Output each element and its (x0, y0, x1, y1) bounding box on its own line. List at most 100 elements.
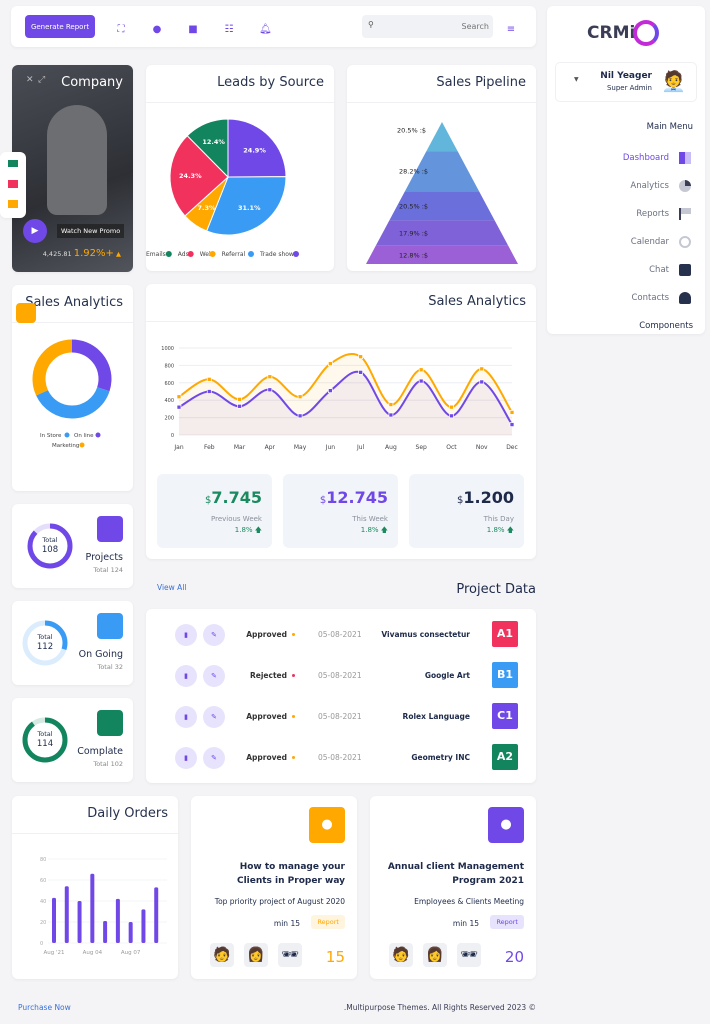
table-row: ▮ ✎ Approved 05-08-2021 Rolex Language C… (146, 703, 536, 743)
bell-icon[interactable]: 🔔︎ (259, 24, 272, 35)
arrow-up-icon: 🡅 (380, 526, 388, 534)
y-tick-label: 200 (164, 416, 174, 422)
project-card-sub: Total 124 (93, 566, 123, 574)
search-box[interactable]: ⚲ (362, 15, 493, 38)
note-icon[interactable]: ■ (188, 24, 198, 35)
sidebar-item-reports[interactable]: Reports (636, 208, 691, 220)
edit-icon[interactable]: ✎ (203, 665, 225, 687)
avatar: 🕶 (278, 943, 302, 967)
x-tick-label: Jul (356, 444, 365, 451)
y-tick-label: 0 (40, 941, 43, 947)
expand-icon[interactable]: ⤢ (38, 75, 46, 85)
report-tag[interactable]: Report (490, 915, 524, 929)
chevron-down-icon[interactable]: ▼ (574, 76, 579, 83)
y-tick-label: 1000 (161, 346, 174, 352)
chart-icon-button[interactable] (16, 303, 36, 323)
y-tick-label: 0 (171, 433, 174, 439)
bar (154, 887, 159, 943)
edit-icon[interactable]: ✎ (203, 706, 225, 728)
project-name: Rolex Language (402, 712, 470, 721)
logo[interactable]: CRMi (587, 20, 660, 46)
view-all-link[interactable]: View All (157, 583, 187, 592)
stat-previous-week: $7.745 Previous Week 1.8% 🡅 (157, 474, 272, 548)
generate-report-button[interactable]: Generate Report (25, 15, 95, 38)
project-card-title: On Going (78, 649, 123, 660)
search-input[interactable] (389, 19, 489, 34)
data-point (418, 367, 424, 373)
promo-sub: Employees & Clients Meeting (414, 897, 524, 906)
data-point (206, 376, 212, 382)
status-dot (292, 756, 295, 759)
dashboard-icon (679, 152, 691, 164)
play-button[interactable]: ▶ (23, 219, 47, 243)
progress-ring (22, 620, 68, 666)
data-point (176, 394, 182, 400)
sales-donut-title: Sales Analytics (25, 295, 123, 310)
top-bar: Generate Report ⛶ ● ■ ☷ 🔔︎ ⚲ ≡ (11, 6, 536, 47)
users-icon: ● (488, 807, 524, 843)
legend-marker (64, 432, 70, 438)
legend-label: Emails (146, 251, 166, 258)
sidebar-item-contacts[interactable]: Contacts (632, 292, 691, 304)
x-tick-label: Nov (476, 444, 488, 451)
chat-icon[interactable]: ● (152, 24, 162, 35)
close-icon[interactable]: ✕ (26, 75, 34, 85)
user-icon: ● (309, 807, 345, 843)
data-point (267, 387, 273, 393)
promo-card[interactable]: ● How to manage your Clients in Proper w… (191, 796, 357, 979)
edit-icon[interactable]: ✎ (203, 624, 225, 646)
project-code-badge: A2 (492, 744, 518, 770)
chat-icon (679, 264, 691, 276)
table-row: ▮ ✎ Approved 05-08-2021 Geometry INC A2 (146, 744, 536, 784)
menu-icon[interactable]: ≡ (506, 24, 516, 35)
edit-icon[interactable]: ✎ (203, 747, 225, 769)
report-tag[interactable]: Report (311, 915, 345, 929)
legend-label: On line (74, 433, 94, 439)
funnel-segment (375, 220, 509, 246)
project-summary-card[interactable]: Total 108 Projects Total 124 (12, 504, 133, 588)
print-icon[interactable]: ▮ (175, 747, 197, 769)
print-icon[interactable]: ▮ (175, 706, 197, 728)
donut-segment (32, 339, 112, 419)
leads-pie-chart: 24.9% 31.1% 7.3% 24.3% 12.4% Emails Ads Web Refe… (146, 118, 299, 258)
print-icon[interactable]: ▮ (175, 624, 197, 646)
progress-ring (27, 523, 73, 569)
pie-slice (205, 176, 287, 236)
arrow-up-icon: 🡅 (506, 526, 514, 534)
sales-donut-card: Sales Analytics In Store On line Marketing (12, 285, 133, 491)
funnel-segment (404, 151, 480, 192)
sidebar-item-calendar[interactable]: Calendar (631, 236, 691, 248)
sidebar-item-dashboard[interactable]: Dashboard (623, 152, 691, 164)
daily-orders-title: Daily Orders (87, 806, 168, 821)
y-tick-label: 60 (40, 878, 46, 884)
print-icon[interactable]: ▮ (175, 665, 197, 687)
project-summary-card[interactable]: Total 114 Complate Total 102 (12, 698, 133, 782)
promo-card[interactable]: ● Annual client Management Program 2021 … (370, 796, 536, 979)
purchase-now-link[interactable]: Purchase Now (18, 1003, 71, 1012)
expand-icon[interactable]: ⛶ (117, 24, 125, 35)
bar (52, 897, 56, 943)
sidebar-item-chat[interactable]: Chat (649, 264, 691, 276)
leads-title: Leads by Source (217, 75, 324, 90)
alarm-icon (679, 236, 691, 248)
user-name: Nil Yeager (600, 71, 652, 81)
status-text: Rejected (249, 671, 287, 680)
data-point (267, 374, 273, 380)
tasks-icon[interactable]: ☷ (224, 24, 234, 35)
layers-icon[interactable] (8, 200, 18, 208)
avatar: 👩 (244, 943, 268, 967)
legend-marker (95, 432, 101, 438)
sidebar-item-analytics[interactable]: Analytics (630, 180, 691, 192)
user-card[interactable]: ▼ Nil Yeager Super Admin 🧑‍💼 (555, 62, 697, 102)
data-point (449, 404, 454, 410)
image-icon[interactable] (8, 180, 18, 188)
project-code-badge: B1 (492, 662, 518, 688)
y-tick-label: 600 (164, 381, 174, 387)
project-summary-card[interactable]: Total 112 On Going Total 32 (12, 601, 133, 685)
add-user-icon (679, 292, 691, 304)
series-line (178, 352, 513, 413)
sidebar-item-components[interactable]: Components (639, 321, 693, 331)
x-tick-label: Aug '21 (44, 950, 65, 956)
money-icon[interactable] (8, 160, 18, 167)
promo-label[interactable]: Watch New Promo (57, 224, 125, 238)
